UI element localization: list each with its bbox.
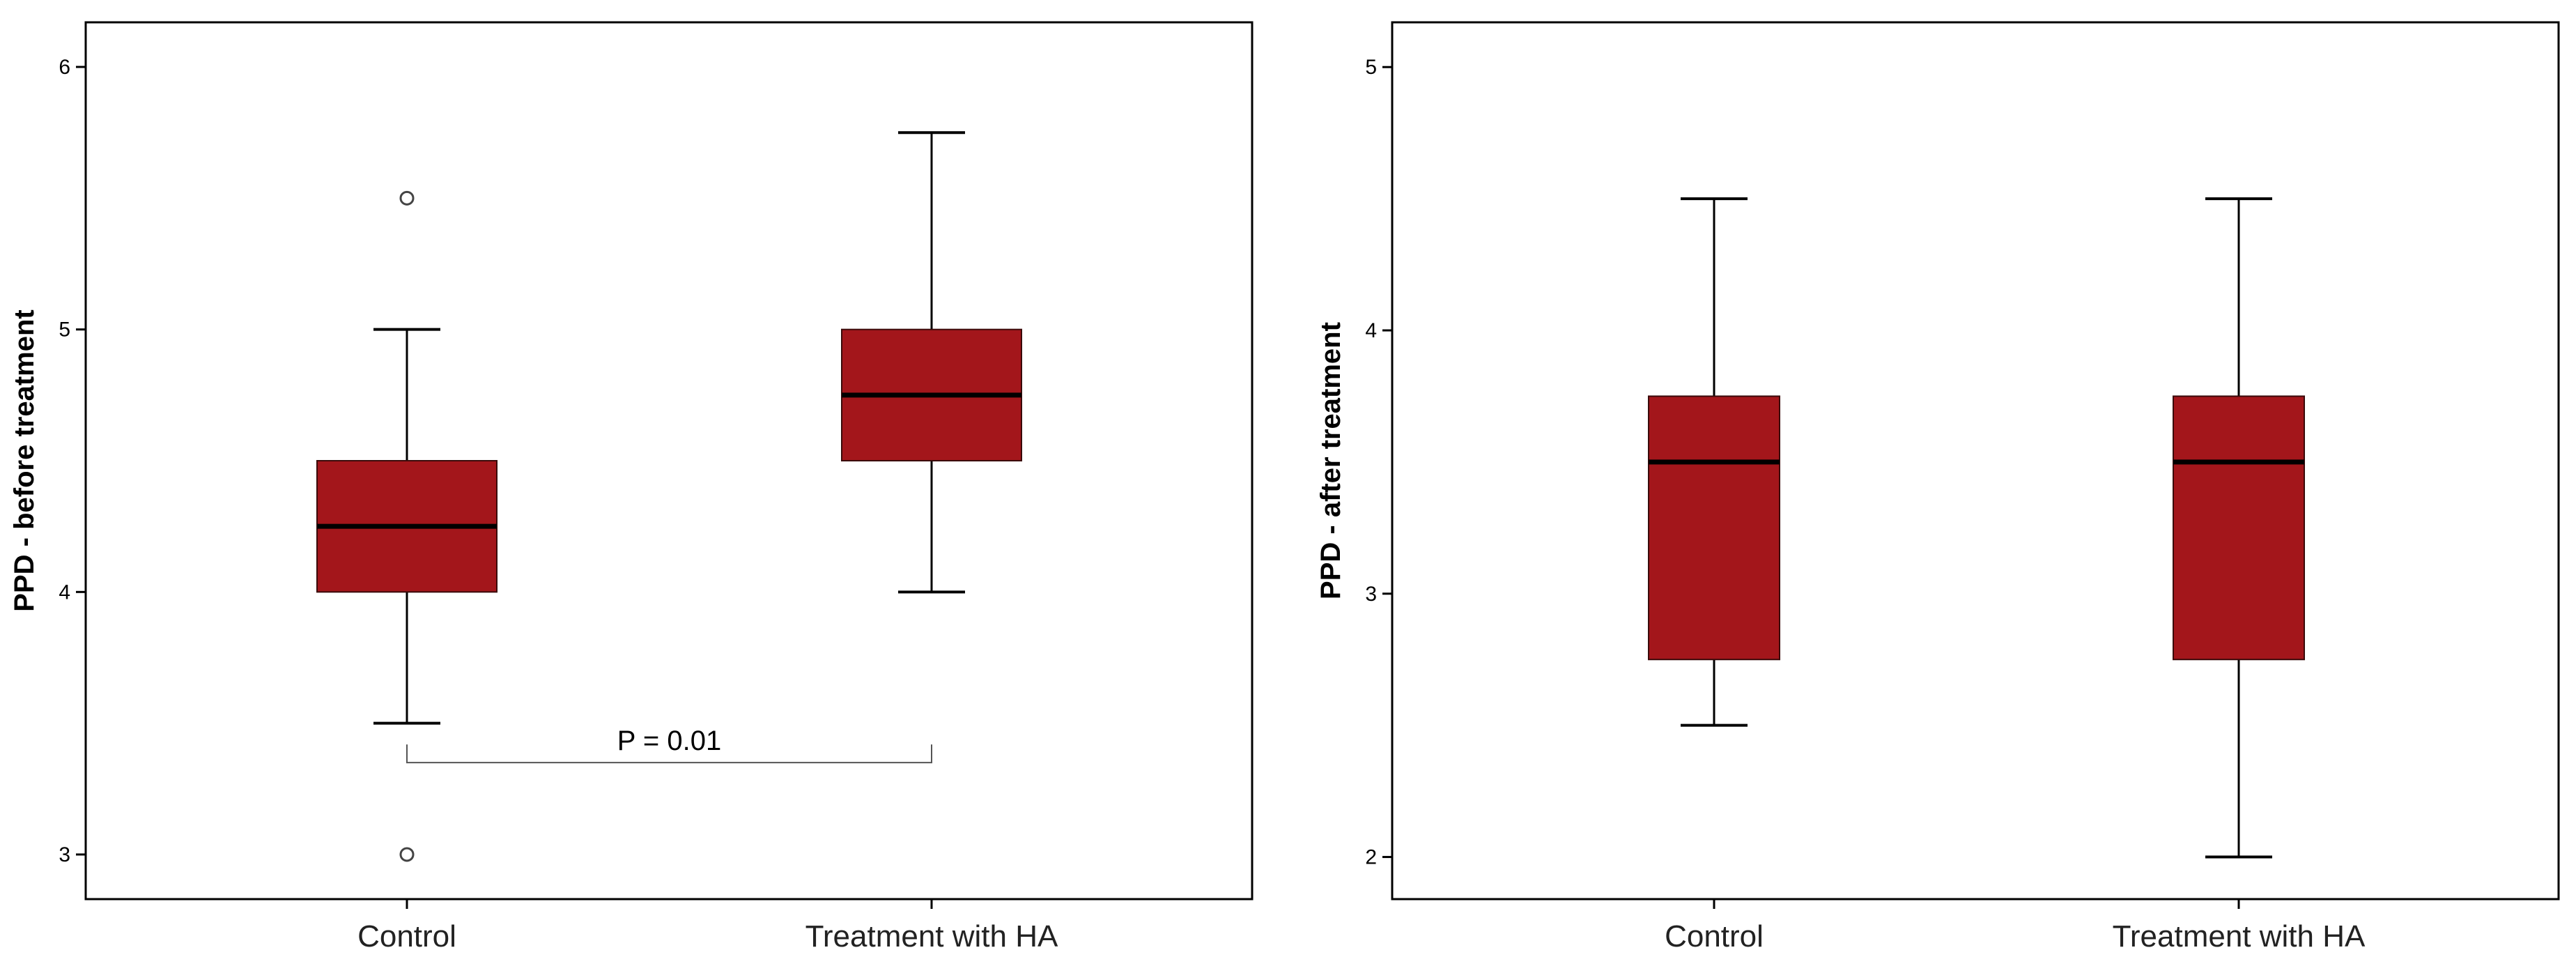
y-tick-label: 3 — [1365, 583, 1377, 606]
box-2 — [2173, 197, 2305, 859]
y-tick-label: 5 — [59, 319, 70, 342]
iqr-box — [2173, 395, 2305, 661]
y-tick-label: 2 — [1365, 846, 1377, 869]
chart-panel-2: 2 3 4 5 PPD - after treatment Control Treatmen… — [1316, 21, 2560, 953]
x-tick-label: Treatment with HA — [805, 919, 1058, 953]
x-tick-label: Control — [1665, 919, 1764, 953]
y-tick-label: 6 — [59, 56, 70, 79]
significance-bracket: P = 0.01 — [406, 726, 932, 764]
y-tick-label: 5 — [1365, 56, 1377, 79]
x-tick-label: Control — [357, 919, 456, 953]
chart-panel-1: 3 4 5 6 PPD - before treatment Control Treatme… — [9, 21, 1254, 953]
y-axis-title: PPD - after treatment — [1316, 322, 1346, 599]
p-value-label: P = 0.01 — [617, 726, 721, 756]
box-2 — [841, 131, 1022, 594]
plot-frame — [84, 21, 1254, 901]
plot-frame — [1391, 21, 2560, 901]
iqr-box — [1648, 395, 1780, 661]
y-axis-title: PPD - before treatment — [9, 309, 40, 611]
y-tick-label: 4 — [1365, 319, 1377, 342]
box-1 — [1648, 197, 1780, 727]
y-tick-label: 3 — [59, 843, 70, 866]
outlier-point — [399, 847, 415, 862]
y-tick-label: 4 — [59, 581, 70, 604]
bracket-line — [406, 744, 932, 764]
box-1 — [316, 190, 498, 862]
x-tick-label: Treatment with HA — [2113, 919, 2366, 953]
outlier-point — [399, 190, 415, 206]
